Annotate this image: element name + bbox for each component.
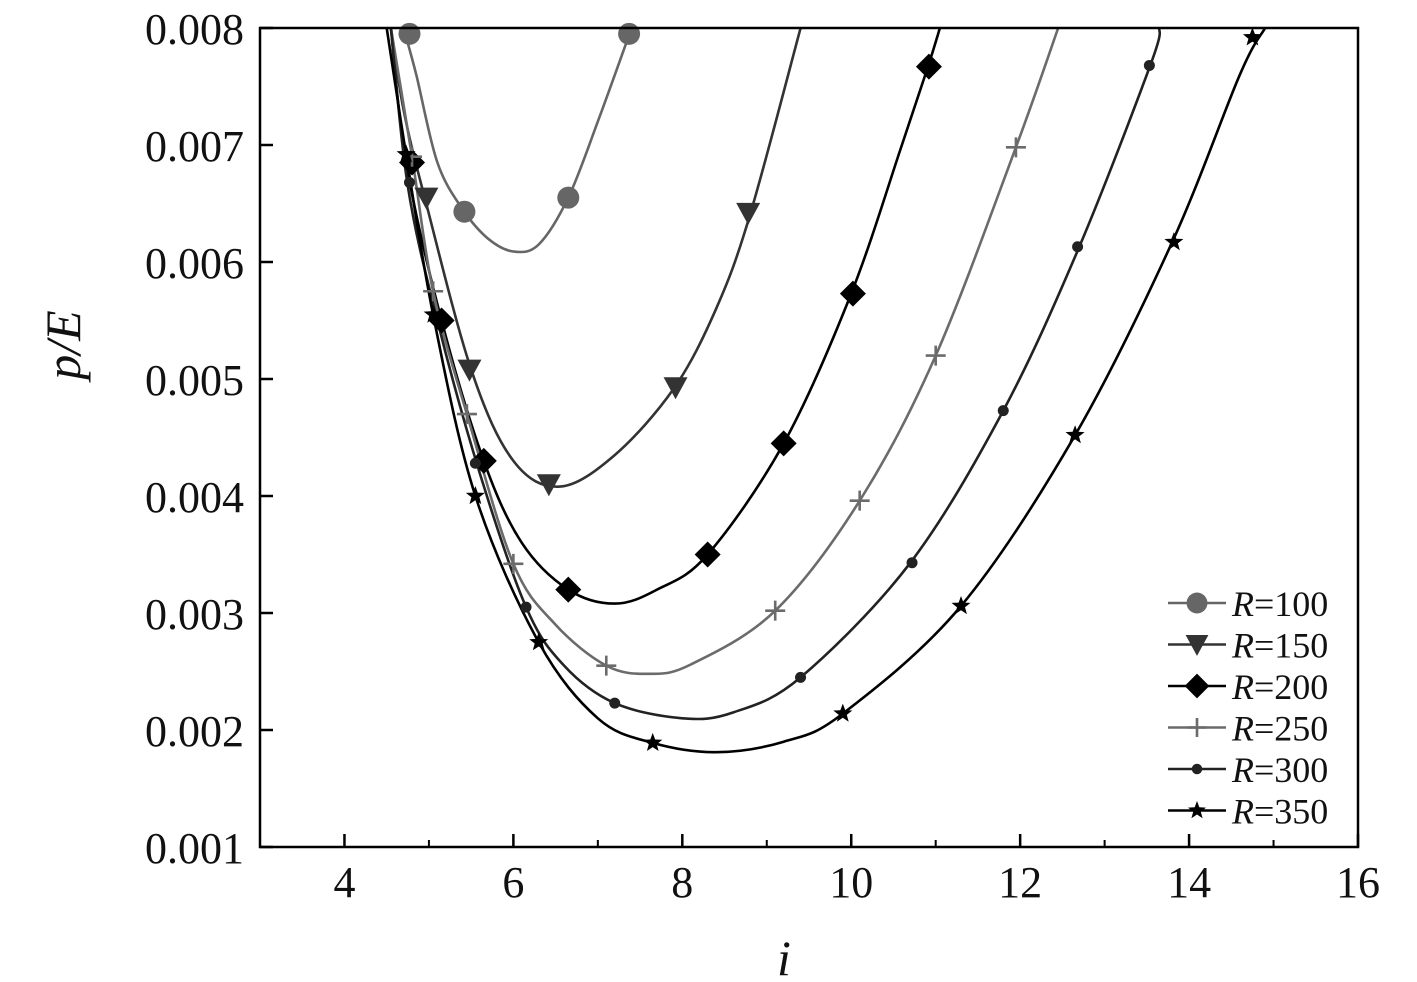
data-point-star bbox=[643, 732, 663, 751]
series-line-r150 bbox=[389, 28, 802, 488]
data-point-diamond bbox=[915, 53, 942, 80]
data-point-star bbox=[951, 596, 971, 615]
data-point-star bbox=[529, 632, 549, 651]
legend-item: R=250 bbox=[1168, 709, 1328, 749]
legend-label: R=350 bbox=[1231, 792, 1328, 832]
legend-label-var: R bbox=[1231, 792, 1254, 832]
data-point-plus bbox=[765, 600, 786, 621]
legend-label-value: =200 bbox=[1254, 667, 1328, 707]
legend-label-value: =100 bbox=[1254, 584, 1328, 624]
data-point-plus bbox=[423, 281, 444, 302]
x-tick-label: 12 bbox=[998, 858, 1042, 907]
data-point-dot bbox=[1143, 59, 1155, 71]
series-line-r250 bbox=[389, 28, 1060, 676]
data-point-plus bbox=[1187, 718, 1207, 737]
data-point-diamond bbox=[555, 576, 582, 603]
data-point-circle bbox=[557, 186, 580, 209]
data-point-triangle-down bbox=[663, 377, 688, 400]
series-layer bbox=[385, 28, 1267, 754]
data-point-circle bbox=[453, 200, 476, 223]
data-point-diamond bbox=[1184, 673, 1210, 699]
data-point-dot bbox=[469, 457, 481, 469]
data-point-star bbox=[1242, 27, 1262, 46]
series-line-r100 bbox=[402, 28, 633, 254]
data-point-plus bbox=[849, 490, 870, 511]
data-point-triangle-down bbox=[457, 359, 482, 382]
y-tick-label: 0.004 bbox=[145, 473, 244, 522]
y-tick-label: 0.002 bbox=[145, 707, 244, 756]
legend-label-value: =300 bbox=[1254, 750, 1328, 790]
data-point-star bbox=[1065, 425, 1085, 444]
legend-item: R=300 bbox=[1168, 750, 1328, 790]
axis-ticks: 4 6 8 10 12 14 16 0.001 0.002 0.003 0.004 0.005 0.00… bbox=[145, 5, 1380, 907]
legend-label-var: R bbox=[1231, 667, 1254, 707]
data-point-star bbox=[1164, 232, 1184, 251]
data-point-dot bbox=[997, 405, 1009, 417]
legend-label-value: =250 bbox=[1254, 709, 1328, 749]
legend-label-value: =150 bbox=[1254, 626, 1328, 666]
data-point-star bbox=[423, 304, 443, 323]
x-tick-label: 10 bbox=[829, 858, 873, 907]
data-point-star bbox=[833, 703, 853, 722]
x-tick-label: 6 bbox=[502, 858, 524, 907]
x-tick-label: 4 bbox=[333, 858, 355, 907]
legend-item: R=350 bbox=[1168, 792, 1328, 832]
data-point-star bbox=[396, 144, 416, 163]
y-tick-label: 0.001 bbox=[145, 824, 244, 873]
legend-label-var: R bbox=[1231, 626, 1254, 666]
data-point-plus bbox=[1005, 137, 1026, 158]
data-point-dot bbox=[795, 671, 807, 683]
marker-layer bbox=[396, 22, 1262, 751]
x-tick-label: 8 bbox=[671, 858, 693, 907]
data-point-diamond bbox=[694, 541, 721, 568]
data-point-star bbox=[1188, 801, 1206, 819]
data-point-dot bbox=[520, 601, 532, 613]
x-tick-label: 16 bbox=[1336, 858, 1380, 907]
y-tick-label: 0.003 bbox=[145, 590, 244, 639]
data-point-dot bbox=[1191, 763, 1203, 775]
series-line-r350 bbox=[385, 28, 1267, 754]
legend-label: R=300 bbox=[1231, 750, 1328, 790]
y-axis-title: p/E bbox=[35, 310, 91, 382]
x-tick-label: 14 bbox=[1167, 858, 1211, 907]
legend-item: R=200 bbox=[1168, 667, 1328, 707]
y-tick-label: 0.007 bbox=[145, 122, 244, 171]
data-point-star bbox=[465, 486, 485, 505]
legend-item: R=100 bbox=[1168, 584, 1328, 624]
y-tick-label: 0.005 bbox=[145, 356, 244, 405]
data-point-triangle-down bbox=[736, 202, 761, 225]
legend-item: R=150 bbox=[1168, 626, 1328, 666]
data-point-diamond bbox=[770, 430, 797, 457]
legend-label: R=250 bbox=[1231, 709, 1328, 749]
y-tick-label: 0.006 bbox=[145, 239, 244, 288]
legend-label: R=100 bbox=[1231, 584, 1328, 624]
data-point-dot bbox=[906, 557, 918, 569]
legend-label-value: =350 bbox=[1254, 792, 1328, 832]
legend-label: R=200 bbox=[1231, 667, 1328, 707]
data-point-triangle-down bbox=[1185, 635, 1209, 656]
data-point-circle bbox=[398, 22, 421, 45]
x-axis-title: i bbox=[777, 930, 791, 982]
data-point-plus bbox=[925, 345, 946, 366]
legend-label-var: R bbox=[1231, 709, 1254, 749]
data-point-dot bbox=[609, 697, 621, 709]
data-point-dot bbox=[403, 176, 415, 188]
y-tick-label: 0.008 bbox=[145, 5, 244, 54]
data-point-plus bbox=[503, 553, 524, 574]
legend-label-var: R bbox=[1231, 750, 1254, 790]
series-line-r200 bbox=[389, 28, 942, 605]
data-point-circle bbox=[1186, 592, 1208, 614]
legend-label-var: R bbox=[1231, 584, 1254, 624]
data-point-plus bbox=[596, 655, 617, 676]
data-point-triangle-down bbox=[414, 187, 439, 210]
plot-frame bbox=[258, 26, 1360, 849]
data-point-triangle-down bbox=[536, 474, 561, 497]
data-point-circle bbox=[618, 22, 641, 45]
data-point-diamond bbox=[839, 280, 866, 307]
legend-label: R=150 bbox=[1231, 626, 1328, 666]
data-point-dot bbox=[1072, 241, 1084, 253]
data-point-plus bbox=[456, 404, 477, 425]
